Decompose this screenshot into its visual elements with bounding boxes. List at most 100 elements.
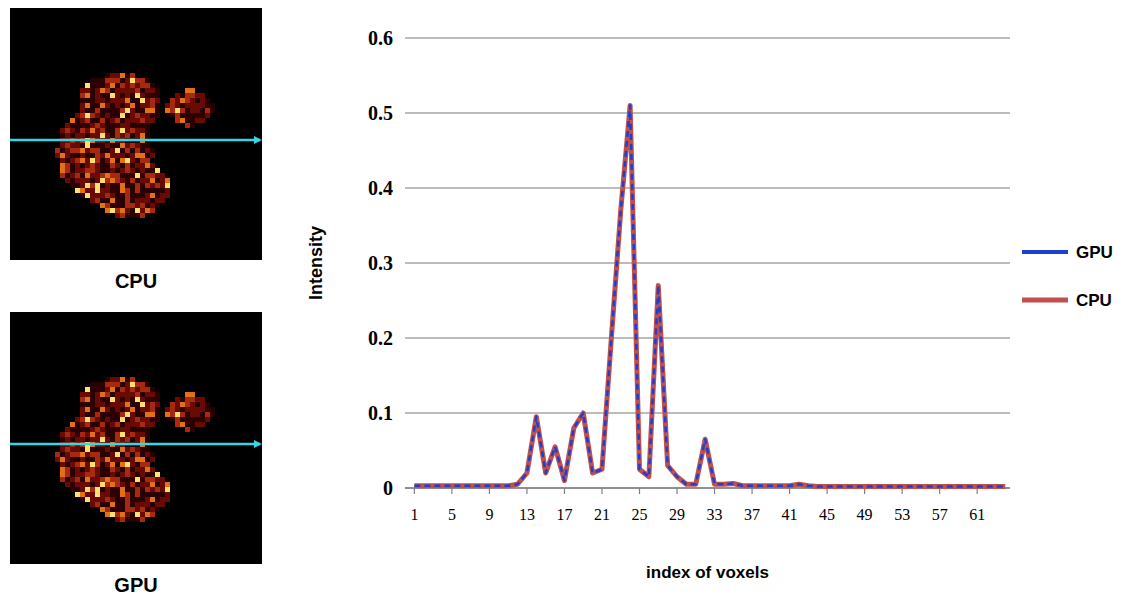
- image-voxel: [160, 183, 165, 188]
- image-voxel: [145, 447, 150, 452]
- image-voxel: [100, 83, 105, 88]
- image-voxel: [140, 128, 145, 133]
- image-voxel: [115, 417, 120, 422]
- image-voxel: [150, 118, 155, 123]
- image-voxel: [105, 492, 110, 497]
- image-voxel: [135, 168, 140, 173]
- image-voxel: [145, 402, 150, 407]
- image-voxel: [105, 397, 110, 402]
- image-voxel: [105, 143, 110, 148]
- image-voxel: [190, 118, 195, 123]
- image-voxel: [130, 88, 135, 93]
- image-voxel: [90, 158, 95, 163]
- image-voxel: [120, 168, 125, 173]
- image-voxel: [125, 88, 130, 93]
- image-voxel: [125, 437, 130, 442]
- image-voxel: [115, 83, 120, 88]
- image-voxel: [130, 422, 135, 427]
- image-voxel: [155, 402, 160, 407]
- image-voxel: [190, 93, 195, 98]
- image-voxel: [115, 392, 120, 397]
- grid-line: [405, 262, 1010, 263]
- image-voxel: [125, 512, 130, 517]
- image-voxel: [60, 143, 65, 148]
- image-voxel: [80, 482, 85, 487]
- image-voxel: [145, 487, 150, 492]
- image-voxel: [95, 108, 100, 113]
- image-voxel: [135, 178, 140, 183]
- image-voxel: [60, 158, 65, 163]
- image-voxel: [135, 517, 140, 522]
- image-voxel: [100, 198, 105, 203]
- image-voxel: [80, 143, 85, 148]
- image-voxel: [205, 402, 210, 407]
- image-voxel: [85, 457, 90, 462]
- image-voxel: [95, 397, 100, 402]
- image-voxel: [100, 168, 105, 173]
- image-voxel: [90, 497, 95, 502]
- image-voxel: [125, 193, 130, 198]
- image-voxel: [130, 502, 135, 507]
- image-voxel: [125, 377, 130, 382]
- image-voxel: [80, 113, 85, 118]
- image-voxel: [150, 193, 155, 198]
- image-voxel: [60, 128, 65, 133]
- image-voxel: [85, 123, 90, 128]
- image-voxel: [205, 417, 210, 422]
- image-voxel: [115, 173, 120, 178]
- image-voxel: [145, 392, 150, 397]
- image-voxel: [165, 103, 170, 108]
- image-voxel: [65, 472, 70, 477]
- image-voxel: [110, 158, 115, 163]
- image-voxel: [120, 198, 125, 203]
- image-voxel: [120, 387, 125, 392]
- image-voxel: [105, 387, 110, 392]
- image-voxel: [130, 402, 135, 407]
- image-voxel: [60, 447, 65, 452]
- image-voxel: [170, 103, 175, 108]
- image-voxel: [105, 377, 110, 382]
- image-voxel: [95, 447, 100, 452]
- image-voxel: [95, 173, 100, 178]
- image-voxel: [145, 507, 150, 512]
- image-voxel: [140, 108, 145, 113]
- image-voxel: [90, 452, 95, 457]
- image-voxel: [95, 193, 100, 198]
- image-voxel: [90, 427, 95, 432]
- image-voxel: [85, 83, 90, 88]
- image-voxel: [100, 113, 105, 118]
- image-voxel: [95, 472, 100, 477]
- image-voxel: [120, 78, 125, 83]
- image-voxel: [100, 143, 105, 148]
- image-voxel: [195, 412, 200, 417]
- image-voxel: [65, 153, 70, 158]
- image-voxel: [170, 407, 175, 412]
- image-voxel: [125, 203, 130, 208]
- x-tick-label: 61: [969, 506, 985, 523]
- image-voxel: [135, 512, 140, 517]
- x-tick-label: 21: [594, 506, 610, 523]
- image-voxel: [120, 437, 125, 442]
- image-voxel: [105, 93, 110, 98]
- image-voxel: [125, 467, 130, 472]
- image-voxel: [130, 208, 135, 213]
- image-voxel: [150, 173, 155, 178]
- image-voxel: [195, 397, 200, 402]
- image-voxel: [170, 113, 175, 118]
- image-voxel: [90, 472, 95, 477]
- image-voxel: [95, 382, 100, 387]
- image-voxel: [130, 482, 135, 487]
- image-voxel: [200, 108, 205, 113]
- image-voxel: [145, 382, 150, 387]
- image-voxel: [105, 108, 110, 113]
- image-voxel: [140, 507, 145, 512]
- image-voxel: [140, 447, 145, 452]
- image-voxel: [130, 437, 135, 442]
- image-voxel: [85, 487, 90, 492]
- image-voxel: [120, 482, 125, 487]
- image-voxel: [140, 143, 145, 148]
- x-tick: [676, 488, 677, 494]
- image-voxel: [155, 417, 160, 422]
- image-voxel: [135, 392, 140, 397]
- image-voxel: [125, 417, 130, 422]
